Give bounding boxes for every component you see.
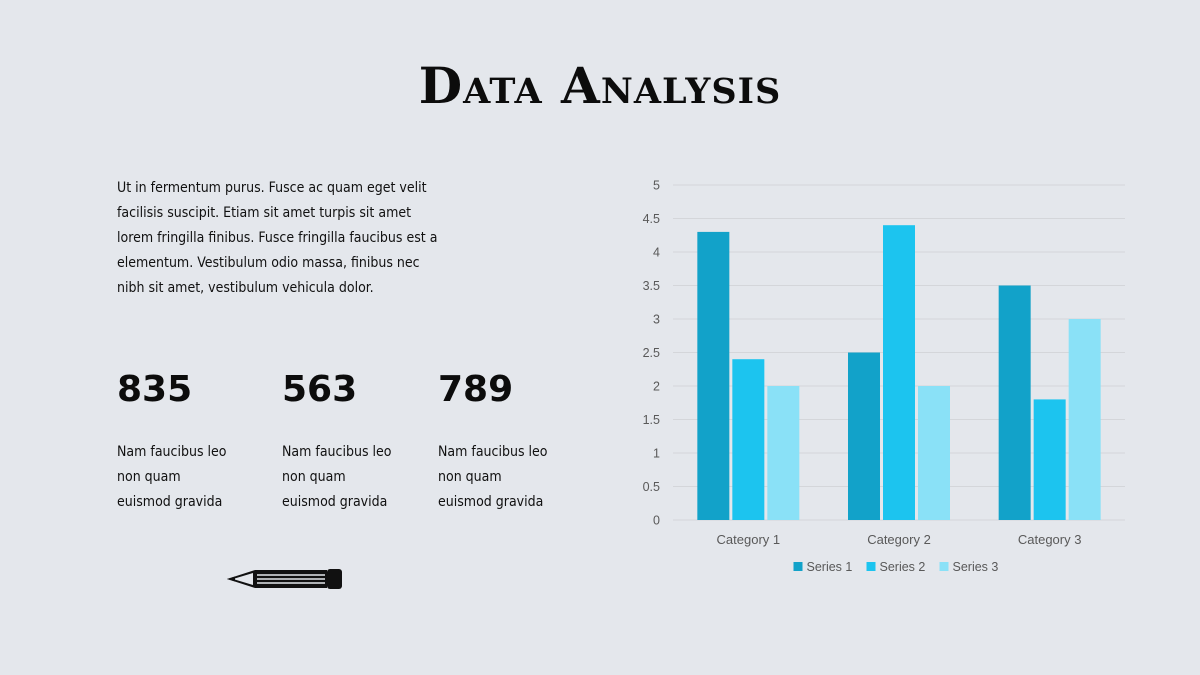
stat-number: 563 — [282, 369, 358, 410]
x-tick-label: Category 2 — [867, 532, 931, 547]
bar — [732, 359, 765, 520]
stat-description: Nam faucibus leo non quam euismod gravid… — [117, 444, 227, 510]
bar — [767, 386, 800, 520]
stat-block: 563 Nam faucibus leo non quam euismod gr… — [282, 368, 432, 515]
y-tick-label: 2 — [653, 380, 660, 394]
y-tick-label: 4.5 — [643, 212, 660, 226]
bar — [918, 386, 950, 520]
stat-block: 789 Nam faucibus leo non quam euismod gr… — [438, 368, 588, 515]
bar-chart: 0 0.5 1 1.5 2 2.5 3 3.5 4 4.5 5 Category 1 Category … — [643, 179, 1125, 574]
stat-description: Nam faucibus leo non quam euismod gravid… — [282, 444, 392, 510]
stat-number: 835 — [117, 369, 193, 410]
y-tick-label: 0 — [653, 514, 660, 528]
bar — [1068, 319, 1101, 520]
y-tick-label: 3.5 — [643, 279, 660, 293]
y-tick-label: 1 — [653, 447, 660, 461]
y-tick-label: 3 — [653, 313, 660, 327]
legend-swatch — [866, 562, 876, 571]
legend-label: Series 3 — [953, 560, 999, 574]
x-tick-label: Category 3 — [1018, 532, 1082, 547]
y-tick-label: 5 — [653, 179, 660, 193]
y-tick-label: 2.5 — [643, 346, 660, 360]
legend-label: Series 1 — [807, 560, 853, 574]
stat-description: Nam faucibus leo non quam euismod gravid… — [438, 444, 548, 510]
legend-swatch — [939, 562, 949, 571]
y-tick-label: 0.5 — [643, 480, 660, 494]
bar — [998, 285, 1031, 520]
y-tick-label: 1.5 — [643, 413, 660, 427]
bar — [697, 231, 730, 520]
stat-block: 835 Nam faucibus leo non quam euismod gr… — [117, 368, 267, 515]
slide-title: Data Analysis — [418, 56, 782, 115]
x-tick-label: Category 1 — [717, 532, 781, 547]
y-tick-label: 4 — [653, 246, 660, 260]
bar — [883, 225, 915, 520]
bar — [1033, 399, 1066, 520]
body-paragraph: Ut in fermentum purus. Fusce ac quam ege… — [117, 180, 438, 296]
legend-label: Series 2 — [880, 560, 926, 574]
stat-number: 789 — [438, 369, 514, 410]
pencil-icon — [227, 569, 342, 589]
bar — [848, 352, 880, 520]
legend-swatch — [793, 562, 803, 571]
